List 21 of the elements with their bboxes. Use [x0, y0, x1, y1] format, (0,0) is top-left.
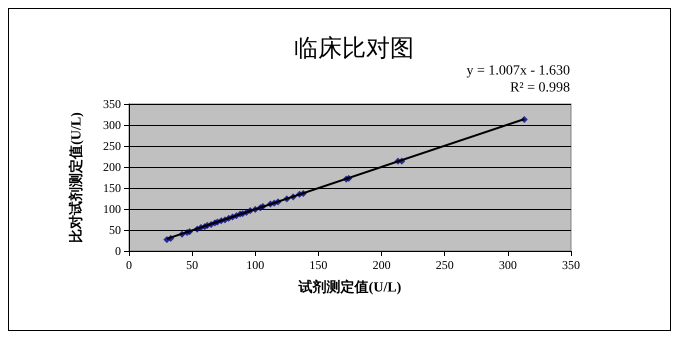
x-tick-label: 100 — [246, 258, 264, 272]
x-tick-label: 0 — [126, 258, 132, 272]
y-tick-label: 50 — [109, 223, 121, 237]
y-tick-label: 250 — [103, 139, 121, 153]
text: y = 1.007x - 1.630 — [466, 64, 570, 78]
x-tick-label: 50 — [186, 258, 198, 272]
y-tick-label: 200 — [103, 160, 121, 174]
y-tick-label: 150 — [103, 181, 121, 195]
y-tick-label: 0 — [115, 244, 121, 258]
x-tick-label: 300 — [498, 258, 517, 272]
x-tick-label: 200 — [372, 258, 391, 272]
x-tick-label: 350 — [562, 258, 580, 272]
y-tick-label: 100 — [103, 202, 121, 216]
y-tick-label: 350 — [103, 97, 121, 111]
x-tick-label: 250 — [436, 258, 454, 272]
y-axis-title: 比对试剂测定值(U/L) — [68, 112, 84, 243]
x-axis-title: 试剂测定值(U/L) — [298, 278, 402, 296]
chart-title: 临床比对图 — [294, 34, 414, 62]
x-tick-label: 150 — [309, 258, 328, 272]
y-tick-label: 300 — [103, 118, 121, 132]
text: R² = 0.998 — [510, 80, 570, 96]
